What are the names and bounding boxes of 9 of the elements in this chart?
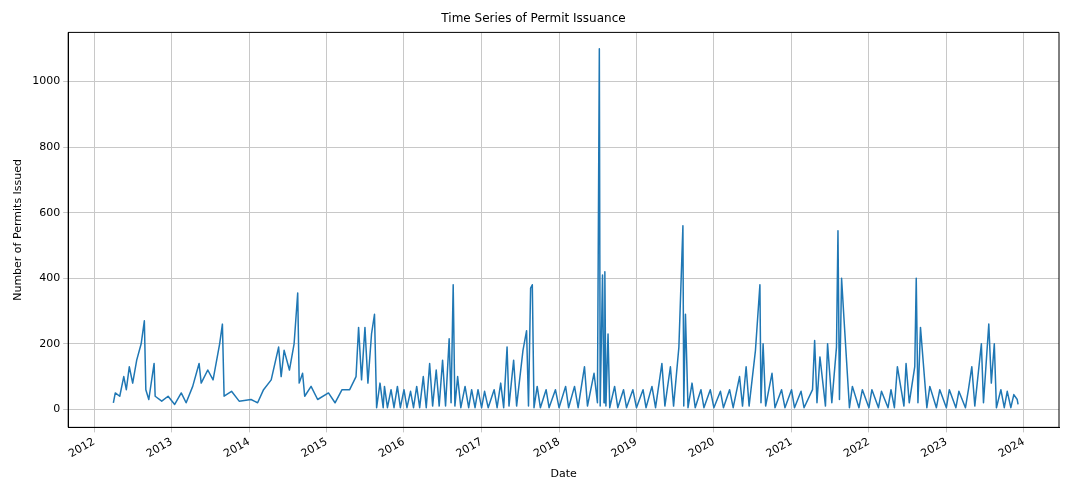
- y-tick-label: 200: [39, 336, 61, 350]
- x-axis-title: Date: [550, 467, 577, 481]
- y-tick-label: 800: [39, 139, 61, 153]
- y-axis-title: Number of Permits Issued: [11, 158, 25, 301]
- y-tick-label: 0: [53, 402, 61, 416]
- y-tick-label: 1000: [32, 74, 61, 88]
- y-tick-label: 400: [39, 271, 61, 285]
- chart-title: Time Series of Permit Issuance: [440, 11, 626, 26]
- y-tick-label: 600: [39, 205, 61, 219]
